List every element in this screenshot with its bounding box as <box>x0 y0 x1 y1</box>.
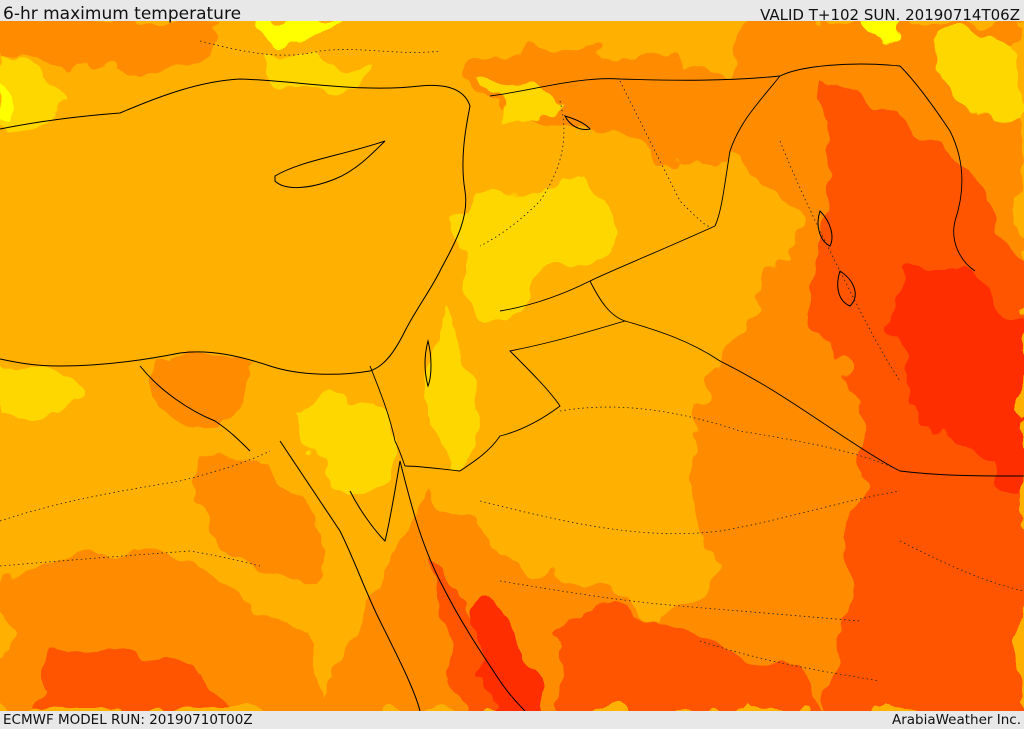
zone-gold-ne <box>928 29 1024 131</box>
zone-orange-sinai-west <box>198 458 324 585</box>
zone-red-coast <box>470 598 540 711</box>
zone-gold-west <box>0 365 80 418</box>
province-line-8 <box>0 550 261 567</box>
coastline-nile-delta <box>139 365 251 452</box>
zone-gold-levant <box>458 184 628 315</box>
zone-gold-sinai <box>300 397 395 491</box>
border-turkey-syria <box>489 63 901 97</box>
zone-gold-jordan-valley <box>430 321 472 471</box>
coastlines <box>0 78 856 711</box>
border-syria-iraq <box>714 75 781 227</box>
zone-orange-northwest <box>0 21 220 72</box>
coastline-gulf-of-suez <box>279 440 421 711</box>
footer-bar: ECMWF MODEL RUN: 20190710T00Z ArabiaWeat… <box>0 711 1024 729</box>
credit-text: ArabiaWeather Inc. <box>891 712 1021 728</box>
border-iraq-iran <box>899 65 976 272</box>
border-egypt-israel <box>369 365 406 467</box>
coastline-assad-lake <box>564 115 591 130</box>
province-line-7 <box>0 450 271 522</box>
coastline-mediterranean <box>0 78 471 375</box>
province-line-5 <box>479 490 901 535</box>
zone-red-iraq <box>894 268 1024 491</box>
border-sinai-jordan <box>404 465 461 472</box>
zone-yellow-nw <box>0 81 22 120</box>
coastline-arabia-west <box>399 460 526 711</box>
coastline-sinai-east <box>349 460 401 542</box>
zone-gold-syria <box>490 85 560 118</box>
province-line-10 <box>899 540 1024 592</box>
temperature-shading <box>0 21 1024 711</box>
map-title: 6-hr maximum temperature <box>3 4 242 24</box>
model-run: ECMWF MODEL RUN: 20190710T00Z <box>3 712 253 728</box>
province-line-6 <box>499 580 861 622</box>
zone-redorange-egypt <box>40 650 230 711</box>
province-boundaries <box>0 40 1024 682</box>
header-bar: 6-hr maximum temperature VALID T+102 SUN… <box>0 0 1024 24</box>
zone-orange-delta <box>150 355 260 426</box>
coastline-cyprus <box>274 140 386 189</box>
zone-yellow-ne <box>860 21 902 46</box>
coastline-lake-lake <box>837 270 856 307</box>
border-iraq-saudi <box>624 320 1024 477</box>
zone-orange-north <box>470 51 800 164</box>
coastline-dead-sea <box>424 339 432 388</box>
border-jordan-saudi <box>459 280 627 472</box>
province-line-11 <box>699 640 881 682</box>
valid-time: VALID T+102 SUN. 20190714T06Z <box>760 6 1020 24</box>
province-line-9 <box>199 40 441 56</box>
temperature-map <box>0 21 1024 711</box>
coastline-lake-tharthar <box>817 210 833 247</box>
zone-yellow-north <box>250 21 340 48</box>
province-line-2 <box>619 80 716 228</box>
zone-redorange-south <box>560 610 820 711</box>
national-borders <box>369 63 1024 477</box>
zone-gold-north-1 <box>260 55 370 91</box>
